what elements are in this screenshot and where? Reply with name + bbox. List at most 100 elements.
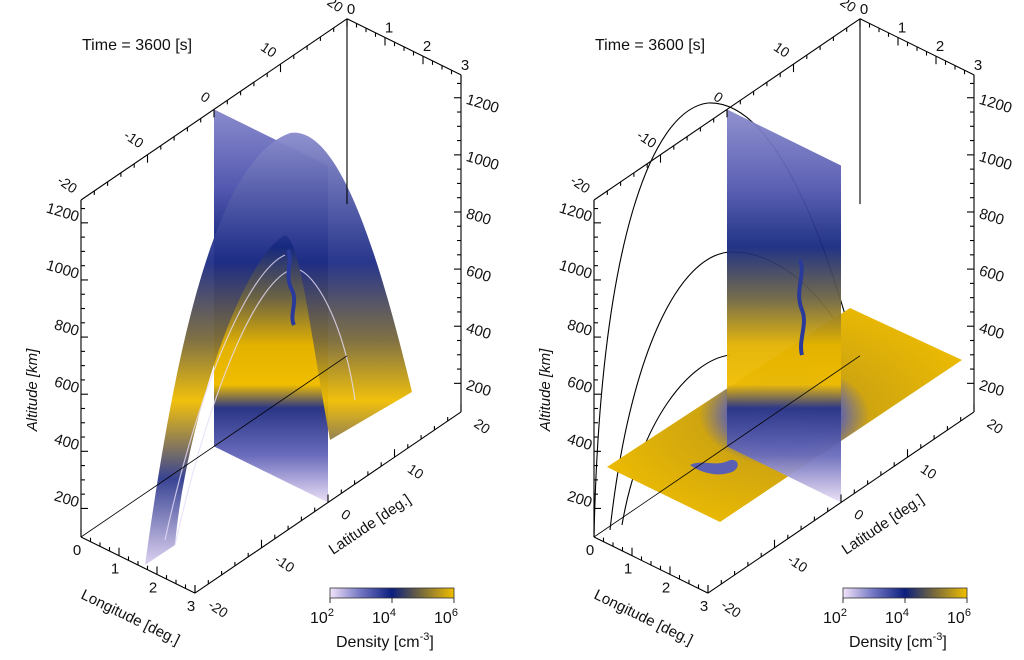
density-slice-vertical [727,109,841,503]
altitude-tick-label: 200 [565,488,594,512]
altitude-tick-label: 400 [977,320,1006,344]
altitude-tick-label: 600 [52,373,81,397]
colorbar-label-text: Density [cm [849,634,933,651]
colorbar-tick-exponent: 4 [903,607,909,619]
right-panel: 2002004004006006008008001000100012001200… [537,0,1014,651]
colorbar-label-end: ] [942,634,946,651]
longitude-tick-label: 0 [586,542,594,559]
longitude-tick-label: 3 [700,598,708,615]
colorbar-tick-exponent: 2 [328,607,334,619]
latitude-tick-label: -10 [634,127,660,152]
latitude-tick-label: 10 [258,39,280,61]
colorbar-label-exponent: -3 [420,631,430,643]
latitude-tick-label: 10 [918,460,940,482]
longitude-axis-label: Longitude [deg.] [78,586,182,648]
colorbar-label-end: ] [429,634,433,651]
altitude-axis-label: Altitude [km] [537,348,554,432]
altitude-tick-label: 1200 [44,200,81,226]
altitude-tick-label: 800 [52,316,81,340]
latitude-axis-floor [593,355,861,538]
altitude-tick-label: 200 [52,488,81,512]
altitude-tick-label: 1200 [557,200,594,226]
altitude-tick-label: 1000 [557,257,594,283]
longitude-tick-label: 0 [347,1,355,18]
altitude-tick-label: 200 [977,377,1006,401]
altitude-tick-label: 400 [464,320,493,344]
altitude-axis-label: Altitude [km] [24,348,41,432]
latitude-tick-label: 10 [405,460,427,482]
altitude-tick-label: 1200 [977,91,1014,117]
colorbar-tick-exponent: 6 [452,607,458,619]
colorbar-label: Density [cm-3] [849,631,947,651]
colorbar-tick-exponent: 2 [841,607,847,619]
colorbar-tick-label: 104 [372,607,396,627]
colorbar-tick-label: 106 [947,607,971,627]
longitude-tick-label: 1 [385,19,393,36]
longitude-tick-label: 1 [898,19,906,36]
altitude-tick-label: 200 [464,377,493,401]
latitude-tick-label: -20 [718,596,744,621]
longitude-tick-label: 3 [187,598,195,615]
field-line [621,354,731,526]
longitude-tick-label: 3 [461,57,469,74]
colorbar-tick-base: 10 [885,610,903,627]
altitude-tick-label: 800 [464,205,493,229]
latitude-axis-label: Latitude [deg.] [839,491,927,558]
latitude-tick-label: -20 [568,172,594,197]
latitude-tick-label: 10 [771,39,793,61]
latitude-axis-floor [80,355,348,538]
colorbar-tick-exponent: 4 [390,607,396,619]
altitude-tick-label: 600 [565,373,594,397]
left-panel: 2002004004006006008008001000100012001200… [24,0,501,651]
latitude-tick-label: 0 [198,88,214,106]
time-label: Time = 3600 [s] [595,37,705,54]
altitude-tick-label: 800 [565,316,594,340]
latitude-tick-label: 20 [471,415,493,437]
altitude-tick-label: 1000 [464,148,501,174]
colorbar [329,587,455,599]
altitude-tick-label: 1000 [977,148,1014,174]
colorbar-tick-base: 10 [310,610,328,627]
altitude-tick-label: 400 [52,431,81,455]
colorbar-tick-base: 10 [947,610,965,627]
longitude-tick-label: 1 [624,561,632,578]
latitude-tick-label: -10 [121,127,147,152]
colorbar-tick-label: 106 [434,607,458,627]
longitude-tick-label: 2 [149,579,157,596]
latitude-tick-label: 20 [984,415,1006,437]
colorbar-label: Density [cm-3] [336,631,434,651]
colorbar-tick-label: 102 [823,607,847,627]
altitude-tick-label: 600 [464,262,493,286]
longitude-axis-label: Longitude [deg.] [591,586,695,648]
colorbar-tick-label: 102 [310,607,334,627]
longitude-tick-label: 0 [860,1,868,18]
colorbar-tick-label: 104 [885,607,909,627]
longitude-tick-label: 3 [974,57,982,74]
time-label: Time = 3600 [s] [82,37,192,54]
density-plume [797,259,806,356]
density-plume [286,249,297,326]
colorbar-label-exponent: -3 [933,631,943,643]
altitude-tick-label: 1200 [464,91,501,117]
latitude-tick-label: 0 [338,506,354,524]
density-slice-field-surface [145,132,412,565]
latitude-tick-label: -20 [55,172,81,197]
latitude-tick-label: 0 [851,506,867,524]
latitude-tick-label: -10 [272,551,298,576]
altitude-tick-label: 400 [565,431,594,455]
latitude-tick-label: 20 [837,0,859,15]
altitude-tick-label: 800 [977,205,1006,229]
colorbar [842,587,968,599]
longitude-tick-label: 2 [662,579,670,596]
colorbar-tick-base: 10 [823,610,841,627]
latitude-axis-label: Latitude [deg.] [326,491,414,558]
colorbar-tick-base: 10 [372,610,390,627]
latitude-tick-label: -20 [205,596,231,621]
latitude-tick-label: -10 [785,551,811,576]
colorbar-tick-base: 10 [434,610,452,627]
altitude-tick-label: 1000 [44,257,81,283]
latitude-tick-label: 20 [324,0,346,15]
colorbar-label-text: Density [cm [336,634,420,651]
longitude-tick-label: 2 [423,38,431,55]
